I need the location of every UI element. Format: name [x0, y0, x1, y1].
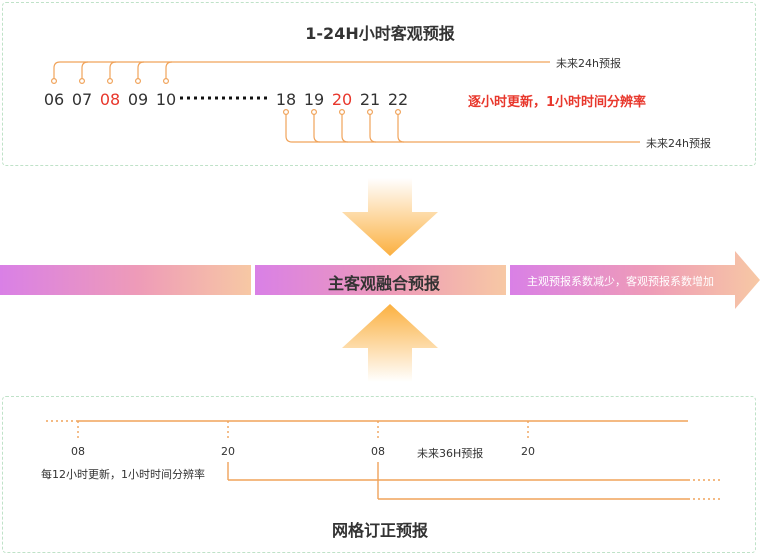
- band-left-segment: [0, 265, 251, 295]
- fusion-label: 主客观融合预报: [328, 274, 441, 293]
- grid-forecast-note: 未来36H预报: [417, 447, 484, 460]
- hour-label: 07: [71, 90, 93, 109]
- hourly-forecast-panel: 1-24H小时客观预报: [2, 2, 756, 166]
- hour-label: 06: [43, 90, 65, 109]
- hour-label: 09: [127, 90, 149, 109]
- coefficient-note: 主观预报系数减少，客观预报系数增加: [527, 275, 714, 288]
- grid-tick-label: 20: [521, 445, 535, 458]
- grid-update-note: 每12小时更新，1小时时间分辨率: [41, 468, 205, 481]
- bracket-endpoints: [50, 77, 402, 115]
- hour-label-highlight: 08: [99, 90, 121, 109]
- band-arrow-segment: [510, 251, 760, 309]
- late-hours-bracket: [285, 112, 640, 143]
- grid-timelines: [46, 420, 720, 500]
- grid-tick-label: 08: [371, 445, 385, 458]
- hour-label: 18: [275, 90, 297, 109]
- grid-correction-panel: 网格订正预报: [2, 396, 756, 553]
- grid-correction-title: 网格订正预报: [331, 521, 428, 540]
- grid-tick-label: 20: [221, 445, 235, 458]
- hour-label: 22: [387, 90, 409, 109]
- hour-label-highlight: 20: [331, 90, 353, 109]
- down-arrow-icon: [342, 178, 438, 256]
- hour-label: 10: [155, 90, 177, 109]
- hour-label: 19: [303, 90, 325, 109]
- hourly-update-note: 逐小时更新，1小时时间分辨率: [468, 95, 647, 110]
- hourly-forecast-title: 1-24H小时客观预报: [305, 24, 455, 43]
- up-arrow-icon: [342, 304, 438, 382]
- hour-label: 21: [359, 90, 381, 109]
- grid-tick-label: 08: [71, 445, 85, 458]
- early-hours-bracket: [53, 61, 550, 80]
- band-middle-segment: [255, 265, 506, 295]
- forecast-note-top: 未来24h预报: [556, 57, 621, 70]
- forecast-note-bottom: 未来24h预报: [646, 137, 711, 150]
